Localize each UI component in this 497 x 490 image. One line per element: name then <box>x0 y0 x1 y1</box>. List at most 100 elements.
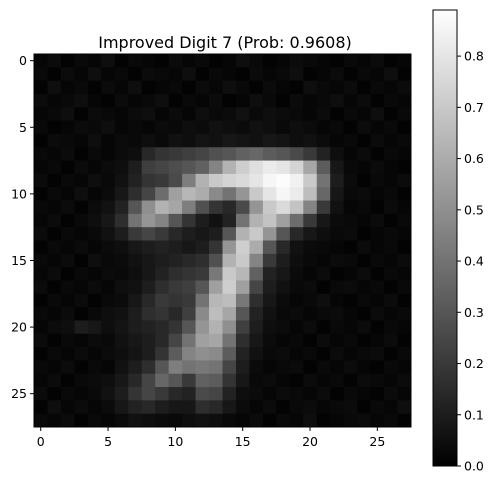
heatmap-cell <box>330 200 345 215</box>
heatmap-cell <box>357 253 372 268</box>
heatmap-cell <box>249 373 264 388</box>
heatmap-cell <box>128 173 143 188</box>
heatmap-cell <box>343 227 358 241</box>
heatmap-cell <box>168 293 183 308</box>
heatmap-cell <box>141 253 156 268</box>
heatmap-cell <box>114 133 129 148</box>
heatmap-cell <box>276 240 291 255</box>
heatmap-cell <box>155 160 170 175</box>
heatmap-cell <box>235 307 250 321</box>
heatmap-cell <box>114 93 129 108</box>
heatmap-cell <box>357 240 372 255</box>
heatmap-cell <box>289 187 304 201</box>
heatmap-cell <box>289 213 304 228</box>
heatmap-cell <box>60 147 75 161</box>
heatmap-cell <box>222 213 237 228</box>
heatmap-cell <box>222 400 237 415</box>
heatmap-cell <box>343 293 358 308</box>
heatmap-cell <box>114 147 129 161</box>
heatmap-cell <box>316 373 331 388</box>
heatmap-cell <box>155 187 170 201</box>
heatmap-cell <box>384 347 398 361</box>
heatmap-cell <box>60 173 75 188</box>
heatmap-cell <box>168 133 183 148</box>
heatmap-cell <box>289 333 304 348</box>
heatmap-cell <box>357 307 372 321</box>
heatmap-cell <box>397 373 412 388</box>
heatmap-cell <box>182 67 196 82</box>
heatmap-cell <box>47 267 62 281</box>
heatmap-cell <box>316 160 331 175</box>
heatmap-cell <box>222 227 237 241</box>
heatmap-cell <box>262 120 277 135</box>
heatmap-cell <box>222 107 237 122</box>
heatmap-cell <box>303 200 318 215</box>
heatmap-cell <box>101 267 116 281</box>
heatmap-cell <box>155 147 170 161</box>
heatmap-cell <box>384 200 398 215</box>
heatmap-cell <box>397 413 412 428</box>
heatmap-cell <box>87 160 102 175</box>
heatmap-cell <box>370 120 385 135</box>
heatmap-cell <box>222 54 237 68</box>
heatmap-cell <box>249 173 264 188</box>
heatmap-cell <box>370 187 385 201</box>
heatmap-cell <box>128 160 143 175</box>
heatmap-cell <box>182 160 196 175</box>
heatmap-cell <box>155 120 170 135</box>
heatmap-cell <box>235 320 250 335</box>
heatmap-cell <box>195 373 210 388</box>
heatmap-cell <box>262 360 277 375</box>
heatmap-cell <box>47 280 62 295</box>
heatmap-cell <box>316 333 331 348</box>
heatmap-cell <box>343 347 358 361</box>
heatmap-cell <box>60 307 75 321</box>
heatmap-cell <box>74 347 89 361</box>
heatmap-cell <box>155 133 170 148</box>
heatmap-cell <box>87 120 102 135</box>
colorbar-tick-label: 0.6 <box>464 151 484 166</box>
heatmap-cell <box>330 373 345 388</box>
heatmap-cell <box>330 160 345 175</box>
x-axis: 0 5 10 15 20 25 <box>37 427 385 449</box>
heatmap-cell <box>34 80 48 95</box>
heatmap-cell <box>343 307 358 321</box>
heatmap-cell <box>384 67 398 82</box>
heatmap-cell <box>87 54 102 68</box>
heatmap-cell <box>209 107 223 122</box>
heatmap-cell <box>34 54 48 68</box>
heatmap-cell <box>34 200 48 215</box>
heatmap-cell <box>303 307 318 321</box>
heatmap-cell <box>343 147 358 161</box>
heatmap-cell <box>343 320 358 335</box>
heatmap-cell <box>384 387 398 401</box>
heatmap-cell <box>276 120 291 135</box>
heatmap-cell <box>276 93 291 108</box>
heatmap-cell <box>47 293 62 308</box>
heatmap-cell <box>74 413 89 428</box>
heatmap-cell <box>168 187 183 201</box>
heatmap-cell <box>222 253 237 268</box>
y-tick-label: 0 <box>19 53 27 68</box>
heatmap-cell <box>276 227 291 241</box>
heatmap-cell <box>34 293 48 308</box>
heatmap-cell <box>262 173 277 188</box>
heatmap-cell <box>209 293 223 308</box>
heatmap-cell <box>47 213 62 228</box>
heatmap-cell <box>330 133 345 148</box>
heatmap-cell <box>34 227 48 241</box>
heatmap-cell <box>182 280 196 295</box>
heatmap-cell <box>397 187 412 201</box>
heatmap-cell <box>168 240 183 255</box>
heatmap-cell <box>74 213 89 228</box>
heatmap-cell <box>128 147 143 161</box>
heatmap-cell <box>47 320 62 335</box>
heatmap-cell <box>249 293 264 308</box>
heatmap-cell <box>384 227 398 241</box>
heatmap-cell <box>182 387 196 401</box>
heatmap-cell <box>370 133 385 148</box>
heatmap-cell <box>357 227 372 241</box>
heatmap-cell <box>289 107 304 122</box>
heatmap-cell <box>87 333 102 348</box>
heatmap-cell <box>289 387 304 401</box>
